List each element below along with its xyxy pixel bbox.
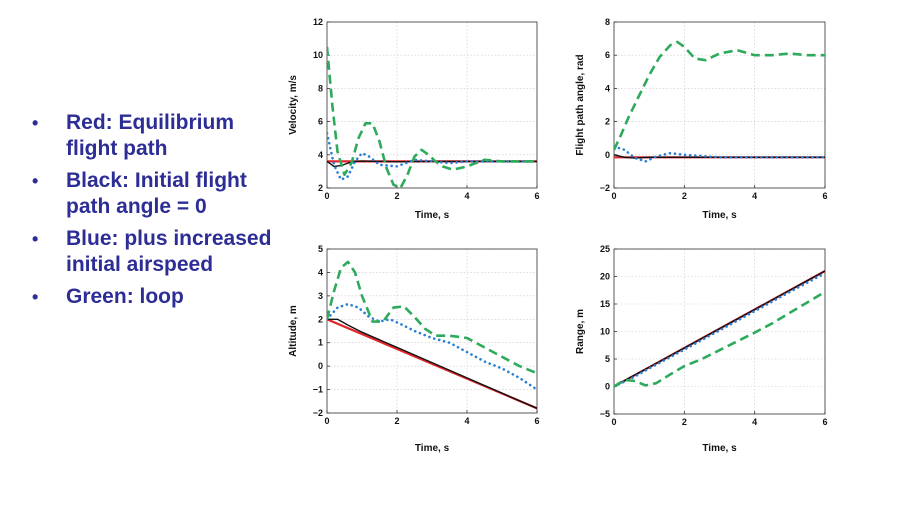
y-axis-label: Velocity, m/s: [288, 75, 299, 135]
y-tick-label: 6: [318, 117, 323, 127]
x-axis-label: Time, s: [702, 443, 737, 454]
x-tick-label: 0: [324, 416, 329, 426]
legend-bullet-text: Black: Initial flight path angle = 0: [66, 169, 247, 218]
y-tick-label: 0: [318, 361, 323, 371]
legend-bullet-text: Green: loop: [66, 285, 184, 308]
y-tick-label: −1: [313, 385, 323, 395]
y-tick-label: 25: [600, 244, 610, 254]
legend-bullet-text: Red: Equilibrium flight path: [66, 111, 234, 160]
y-axis-label: Altitude, m: [288, 305, 299, 357]
bullet-dot: •: [32, 287, 39, 307]
x-tick-label: 6: [534, 416, 539, 426]
series-line-blue: [614, 271, 825, 388]
y-tick-label: −2: [313, 408, 323, 418]
series-line-green: [614, 40, 825, 151]
bullet-dot: •: [32, 113, 39, 133]
series-line-blue: [327, 131, 537, 181]
y-tick-label: 15: [600, 299, 610, 309]
y-tick-label: 0: [605, 382, 610, 392]
y-tick-label: 4: [605, 83, 610, 93]
x-tick-label: 6: [534, 191, 539, 201]
y-tick-label: 8: [318, 83, 323, 93]
x-tick-label: 4: [752, 191, 757, 201]
x-tick-label: 2: [682, 417, 687, 427]
x-tick-label: 2: [394, 191, 399, 201]
legend-bullet-text: Blue: plus increased initial airspeed: [66, 227, 272, 276]
y-tick-label: 6: [605, 50, 610, 60]
legend-bullet-red: • Red: Equilibrium flight path: [30, 110, 290, 162]
y-tick-label: 20: [600, 272, 610, 282]
plot-frame: [326, 21, 538, 189]
x-axis-label: Time, s: [415, 210, 450, 221]
x-tick-label: 0: [611, 417, 616, 427]
plot-frame: [326, 248, 538, 414]
x-tick-label: 2: [394, 416, 399, 426]
legend-bullet-list: • Red: Equilibrium flight path • Black: In…: [30, 110, 290, 316]
plot-frame: [613, 21, 826, 189]
x-axis-label: Time, s: [415, 443, 450, 454]
y-tick-label: −2: [600, 183, 610, 193]
y-tick-label: 3: [318, 291, 323, 301]
x-tick-label: 6: [822, 417, 827, 427]
series-line-black: [614, 270, 825, 388]
x-axis-label: Time, s: [702, 210, 737, 221]
y-tick-label: 4: [318, 267, 323, 277]
x-tick-label: 0: [324, 191, 329, 201]
series-line-black: [614, 154, 825, 159]
y-tick-label: −5: [600, 409, 610, 419]
plot-panel-3: 0 2 4 6 −2 −1 0 1 2 3 4 5 Time, s Altitude, m: [288, 244, 540, 454]
y-tick-label: 0: [605, 150, 610, 160]
x-tick-label: 4: [464, 416, 469, 426]
y-axis-label: Range, m: [575, 309, 586, 354]
series-line-green: [327, 260, 537, 375]
bullet-dot: •: [32, 171, 39, 191]
y-tick-label: 10: [313, 50, 323, 60]
bullet-dot: •: [32, 229, 39, 249]
x-tick-label: 0: [611, 191, 616, 201]
y-tick-label: 4: [318, 150, 323, 160]
y-tick-label: 5: [318, 244, 323, 254]
series-line-green: [614, 290, 825, 388]
y-tick-label: 12: [313, 17, 323, 27]
x-tick-label: 4: [464, 191, 469, 201]
x-tick-label: 4: [752, 417, 757, 427]
legend-bullet-blue: • Blue: plus increased initial airspeed: [30, 226, 290, 278]
y-tick-label: 1: [318, 338, 323, 348]
y-tick-label: 5: [605, 354, 610, 364]
legend-bullet-green: • Green: loop: [30, 284, 290, 310]
series-line-blue: [614, 145, 825, 163]
legend-bullet-black: • Black: Initial flight path angle = 0: [30, 168, 290, 220]
series-line-black: [327, 318, 537, 409]
y-tick-label: 2: [605, 117, 610, 127]
y-tick-label: 8: [605, 17, 610, 27]
y-axis-label: Flight path angle, rad: [575, 54, 586, 155]
x-tick-label: 2: [682, 191, 687, 201]
y-tick-label: 10: [600, 327, 610, 337]
series-line-blue: [327, 302, 537, 391]
series-line-green: [327, 46, 537, 190]
y-tick-label: 2: [318, 314, 323, 324]
x-tick-label: 6: [822, 191, 827, 201]
y-tick-label: 2: [318, 183, 323, 193]
